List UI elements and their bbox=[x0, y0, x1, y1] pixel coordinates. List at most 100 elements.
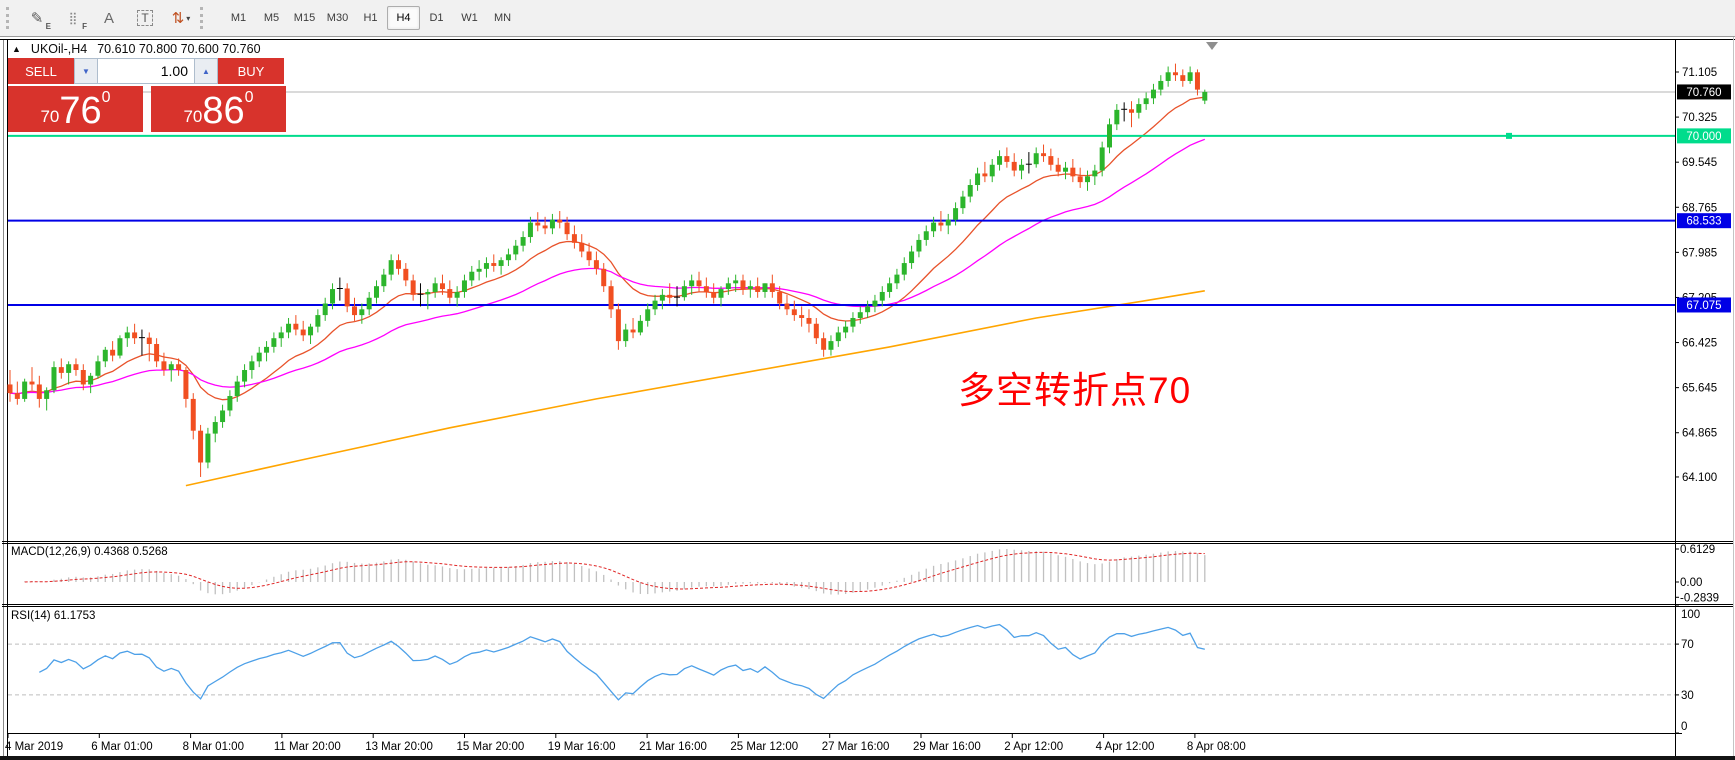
candle[interactable] bbox=[388, 260, 394, 275]
candle[interactable] bbox=[938, 222, 944, 226]
candle[interactable] bbox=[395, 260, 401, 269]
candle[interactable] bbox=[703, 286, 709, 292]
toolbar-grip-2[interactable] bbox=[200, 7, 208, 29]
candle[interactable] bbox=[557, 219, 563, 223]
candle[interactable] bbox=[1128, 109, 1134, 113]
candle[interactable] bbox=[256, 352, 262, 362]
candle[interactable] bbox=[80, 370, 86, 385]
candle[interactable] bbox=[571, 234, 577, 243]
timeframe-M1[interactable]: M1 bbox=[230, 12, 247, 24]
candle[interactable] bbox=[154, 343, 160, 362]
candle[interactable] bbox=[1202, 91, 1208, 101]
candle[interactable] bbox=[967, 185, 973, 197]
candle[interactable] bbox=[799, 315, 805, 318]
candle[interactable] bbox=[315, 315, 321, 327]
candle[interactable] bbox=[352, 306, 358, 316]
candle[interactable] bbox=[909, 251, 915, 264]
candle[interactable] bbox=[711, 291, 717, 298]
candle[interactable] bbox=[1011, 161, 1017, 171]
candle[interactable] bbox=[461, 280, 467, 292]
collapse-icon[interactable]: ▲ bbox=[12, 44, 21, 54]
candle[interactable] bbox=[278, 332, 284, 339]
candle[interactable] bbox=[1165, 72, 1171, 81]
buy-price-button[interactable]: 70 86 0 bbox=[151, 86, 286, 132]
candle[interactable] bbox=[630, 329, 636, 333]
candle[interactable] bbox=[901, 263, 907, 275]
candle[interactable] bbox=[1150, 89, 1156, 99]
candle[interactable] bbox=[733, 280, 739, 284]
text-label-icon[interactable]: A bbox=[92, 4, 126, 32]
candle[interactable] bbox=[505, 254, 511, 261]
candle[interactable] bbox=[374, 286, 379, 298]
candle[interactable] bbox=[535, 222, 541, 226]
candle[interactable] bbox=[659, 294, 665, 301]
candle[interactable] bbox=[1077, 176, 1083, 183]
candle[interactable] bbox=[696, 280, 702, 287]
candle[interactable] bbox=[843, 326, 849, 333]
toolbar-grip[interactable] bbox=[6, 7, 14, 29]
candle[interactable] bbox=[527, 222, 533, 238]
indicators-grid-icon[interactable]: ⣿ F bbox=[56, 4, 90, 32]
candle[interactable] bbox=[960, 196, 966, 209]
candle[interactable] bbox=[454, 291, 460, 298]
volume-increase-button[interactable]: ▲ bbox=[194, 58, 218, 84]
candle[interactable] bbox=[1063, 167, 1069, 172]
candle[interactable] bbox=[1194, 72, 1200, 90]
candle[interactable] bbox=[645, 309, 651, 321]
candle[interactable] bbox=[850, 317, 856, 327]
candle[interactable] bbox=[681, 286, 687, 298]
candle[interactable] bbox=[36, 384, 42, 399]
candle[interactable] bbox=[110, 349, 116, 356]
candle[interactable] bbox=[1085, 176, 1091, 183]
candle[interactable] bbox=[865, 306, 871, 313]
candle[interactable] bbox=[403, 268, 409, 281]
candle[interactable] bbox=[1172, 72, 1178, 76]
candle[interactable] bbox=[22, 381, 28, 399]
candle[interactable] bbox=[366, 297, 372, 310]
candle[interactable] bbox=[410, 280, 416, 295]
candle[interactable] bbox=[916, 239, 922, 252]
candle[interactable] bbox=[593, 260, 599, 269]
candle[interactable] bbox=[725, 283, 731, 290]
timeframe-H4[interactable]: H4 bbox=[387, 6, 420, 30]
candle[interactable] bbox=[308, 326, 314, 336]
candle[interactable] bbox=[989, 164, 995, 177]
candle[interactable] bbox=[945, 219, 951, 226]
candle[interactable] bbox=[476, 268, 482, 272]
candle[interactable] bbox=[161, 361, 167, 371]
candle[interactable] bbox=[667, 294, 673, 298]
candle[interactable] bbox=[66, 364, 72, 373]
candle[interactable] bbox=[894, 274, 900, 284]
candle[interactable] bbox=[975, 173, 981, 186]
candle[interactable] bbox=[1004, 156, 1010, 162]
candle[interactable] bbox=[102, 349, 108, 362]
candle[interactable] bbox=[439, 283, 445, 290]
candle[interactable] bbox=[234, 381, 240, 397]
candle[interactable] bbox=[784, 303, 790, 310]
candle[interactable] bbox=[857, 312, 863, 318]
candle[interactable] bbox=[564, 222, 570, 235]
timeframe-M15[interactable]: M15 bbox=[293, 12, 316, 24]
timeframe-W1[interactable]: W1 bbox=[461, 12, 478, 24]
candle[interactable] bbox=[220, 410, 226, 423]
candle[interactable] bbox=[14, 393, 20, 399]
candle[interactable] bbox=[359, 309, 365, 316]
candle[interactable] bbox=[1041, 153, 1047, 157]
candle[interactable] bbox=[608, 286, 614, 310]
candle[interactable] bbox=[579, 242, 585, 252]
candle[interactable] bbox=[923, 231, 929, 240]
candle[interactable] bbox=[183, 370, 189, 399]
candle[interactable] bbox=[58, 367, 64, 373]
candle[interactable] bbox=[242, 370, 248, 382]
candle[interactable] bbox=[872, 300, 878, 307]
buy-button[interactable]: BUY bbox=[218, 58, 284, 84]
candle[interactable] bbox=[769, 283, 775, 292]
candle[interactable] bbox=[1158, 80, 1164, 90]
candle[interactable] bbox=[249, 361, 255, 371]
candle[interactable] bbox=[777, 291, 783, 304]
candle[interactable] bbox=[637, 320, 643, 333]
text-box-icon[interactable]: T bbox=[128, 4, 162, 32]
candle[interactable] bbox=[542, 225, 548, 229]
timeframe-M5[interactable]: M5 bbox=[263, 12, 280, 24]
candle[interactable] bbox=[300, 329, 306, 336]
